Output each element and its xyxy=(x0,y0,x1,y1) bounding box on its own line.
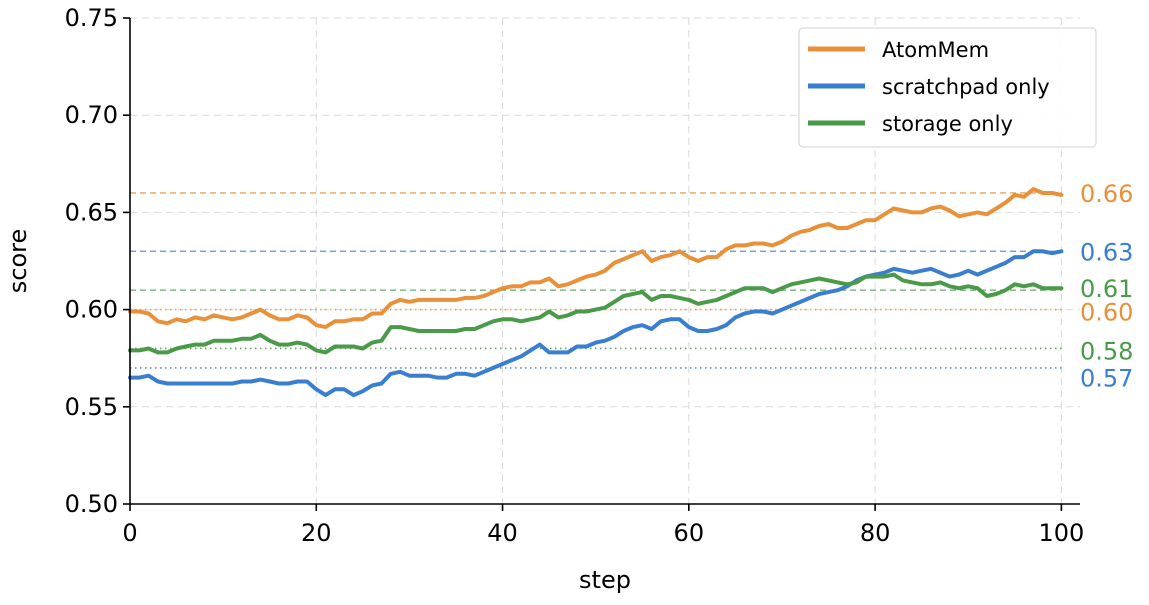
legend-label: AtomMem xyxy=(882,38,989,62)
legend-frame xyxy=(798,27,1097,148)
reference-lines xyxy=(130,192,1062,369)
y-tick-label: 0.50 xyxy=(65,490,118,518)
y-tick-label: 0.70 xyxy=(65,101,118,129)
x-tick-label: 60 xyxy=(674,519,705,547)
end-value-label: 0.60 xyxy=(1080,299,1133,327)
end-value-label: 0.58 xyxy=(1080,337,1133,365)
legend-label: storage only xyxy=(882,112,1013,136)
legend-label: scratchpad only xyxy=(882,75,1050,99)
axes xyxy=(129,18,1080,505)
x-axis-label: step xyxy=(579,566,631,594)
series-line-scratchpad-only xyxy=(128,249,1064,398)
x-tick-label: 80 xyxy=(860,519,891,547)
end-value-label: 0.57 xyxy=(1080,365,1133,393)
x-tick-label: 40 xyxy=(487,519,518,547)
series-line-storage-only xyxy=(128,272,1064,355)
y-tick-label: 0.65 xyxy=(65,198,118,226)
y-axis-label: score xyxy=(4,229,32,294)
x-tick-label: 0 xyxy=(122,519,137,547)
legend: AtomMem scratchpad only storage only xyxy=(798,27,1097,148)
y-tick-label: 0.55 xyxy=(65,393,118,421)
x-tick-label: 20 xyxy=(301,519,332,547)
end-value-labels: 0.66 0.63 0.610.60 0.580.57 xyxy=(1080,180,1133,393)
series-line-atommem xyxy=(128,187,1064,330)
y-tick-label: 0.60 xyxy=(65,296,118,324)
y-tick-label: 0.75 xyxy=(65,4,118,32)
end-value-label: 0.63 xyxy=(1080,238,1133,266)
y-axis-ticks: 0.50 0.55 0.60 0.65 0.70 0.75 xyxy=(65,4,130,518)
x-tick-label: 100 xyxy=(1038,519,1084,547)
series-lines xyxy=(128,187,1064,398)
end-value-label: 0.61 xyxy=(1080,275,1133,303)
x-axis-ticks: 0 20 40 60 80 100 xyxy=(122,504,1084,547)
end-value-label: 0.66 xyxy=(1080,180,1133,208)
